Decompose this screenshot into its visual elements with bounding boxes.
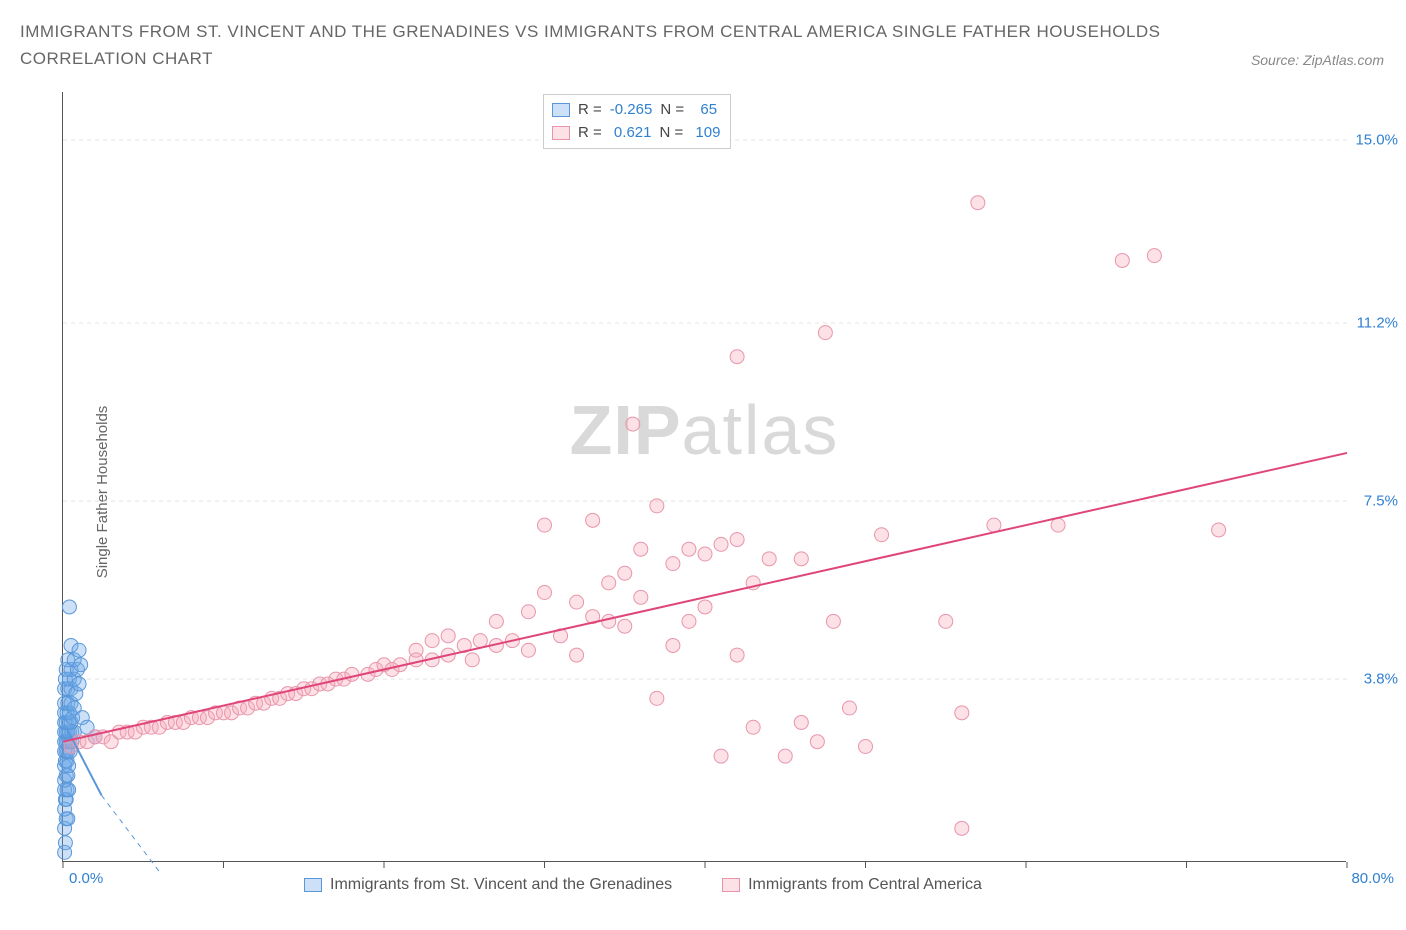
x-axis-max-label: 80.0% (1351, 870, 1394, 887)
legend-label: Immigrants from Central America (748, 876, 982, 894)
source-prefix: Source: (1251, 52, 1303, 68)
y-tick-label: 11.2% (1357, 315, 1398, 332)
legend-swatch (552, 103, 570, 117)
legend-swatch (304, 878, 322, 892)
stats-legend-row: R = -0.265 N = 65 (552, 99, 720, 122)
y-tick-label: 3.8% (1364, 671, 1398, 688)
bottom-legend: Immigrants from St. Vincent and the Gren… (304, 876, 982, 894)
plot-svg (63, 92, 1346, 861)
stat-r-label: R = (578, 99, 602, 122)
bottom-legend-item: Immigrants from Central America (722, 876, 982, 894)
legend-label: Immigrants from St. Vincent and the Gren… (330, 876, 672, 894)
stats-legend-row: R = 0.621 N = 109 (552, 122, 720, 145)
title-line-1: IMMIGRANTS FROM ST. VINCENT AND THE GREN… (20, 18, 1386, 45)
y-tick-label: 7.5% (1364, 493, 1398, 510)
stat-r-value: -0.265 (610, 99, 653, 122)
legend-swatch (552, 126, 570, 140)
x-axis-min-label: 0.0% (69, 870, 103, 887)
y-tick-label: 15.0% (1355, 132, 1398, 149)
title-line-2: CORRELATION CHART (20, 45, 1386, 72)
stat-r-label: R = (578, 122, 602, 145)
legend-swatch (722, 878, 740, 892)
source-attribution: Source: ZipAtlas.com (1251, 52, 1384, 68)
stats-legend-box: R = -0.265 N = 65R = 0.621 N = 109 (543, 94, 731, 149)
stat-r-value: 0.621 (610, 122, 652, 145)
stat-n-label: N = (660, 99, 684, 122)
plot-area: ZIPatlas R = -0.265 N = 65R = 0.621 N = … (62, 92, 1346, 862)
chart-title-block: IMMIGRANTS FROM ST. VINCENT AND THE GREN… (0, 0, 1406, 76)
stat-n-label: N = (659, 122, 683, 145)
chart-container: Single Father Households ZIPatlas R = -0… (44, 92, 1384, 892)
source-name: ZipAtlas.com (1303, 52, 1384, 68)
stat-n-value: 65 (692, 99, 717, 122)
stat-n-value: 109 (691, 122, 720, 145)
bottom-legend-item: Immigrants from St. Vincent and the Gren… (304, 876, 672, 894)
